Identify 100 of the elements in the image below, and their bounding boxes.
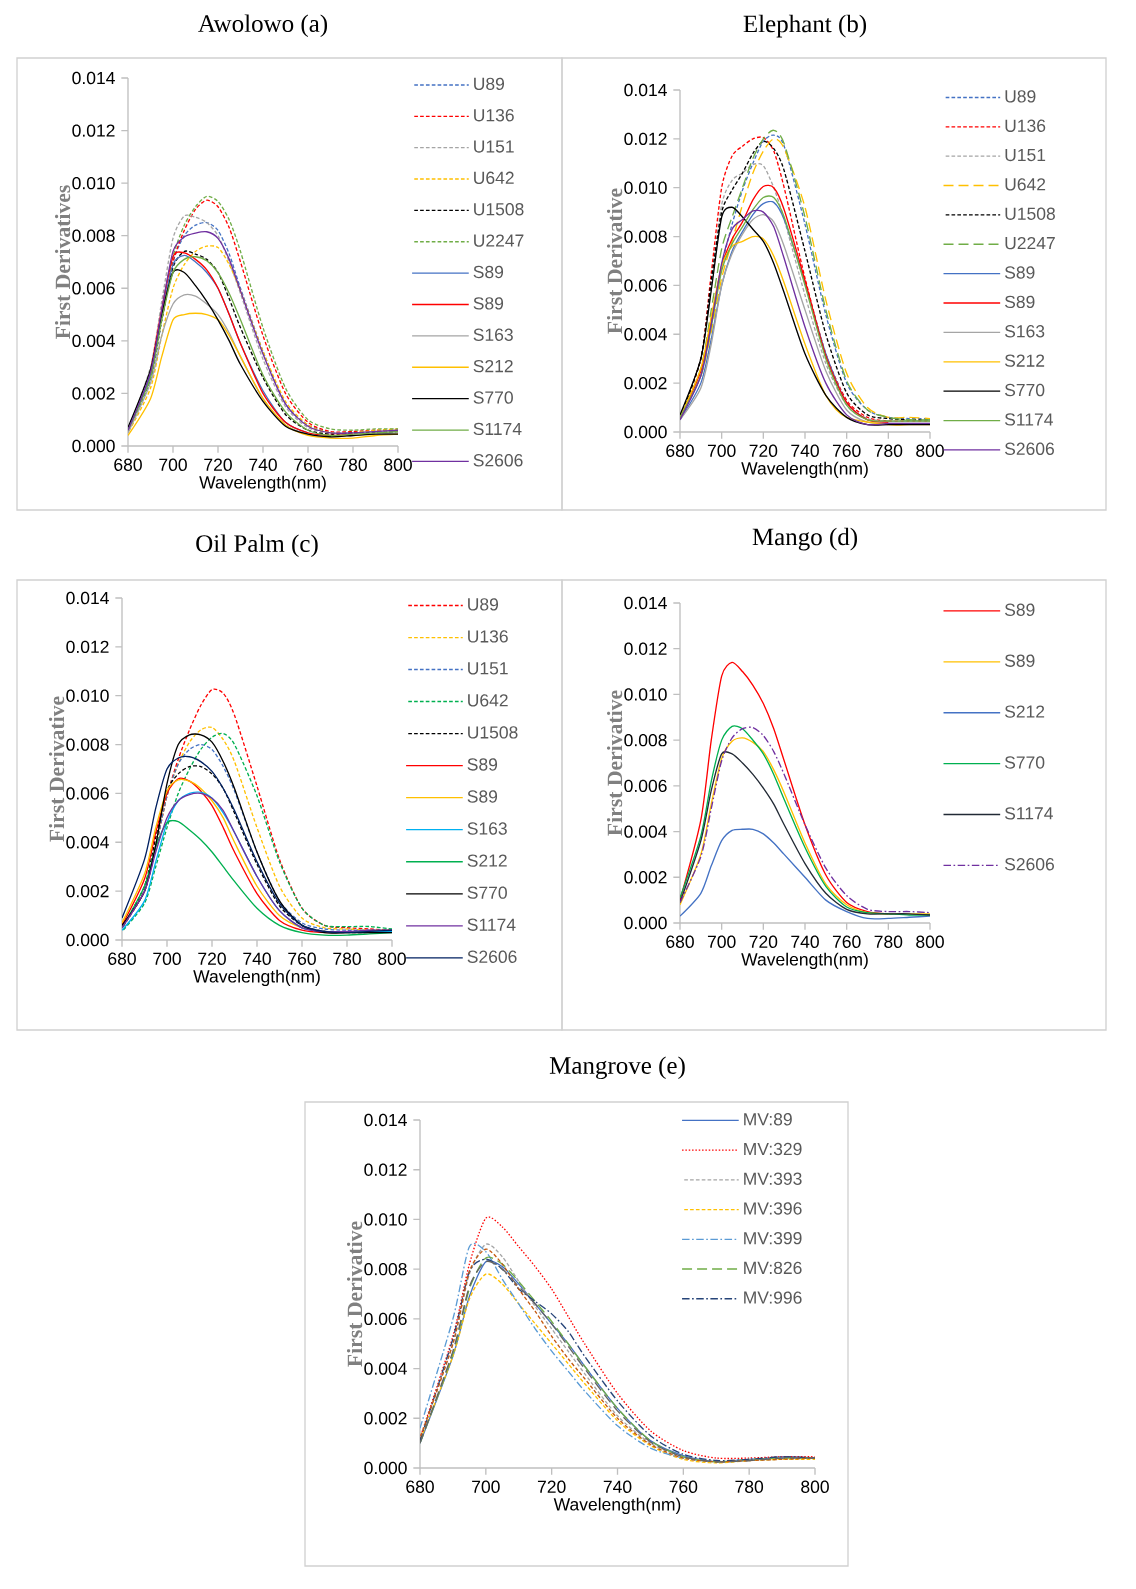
- x-tick-label: 780: [333, 952, 361, 965]
- legend-label: U2247: [1005, 236, 1055, 250]
- legend-label: MV:396: [744, 1202, 802, 1215]
- legend-label: S163: [473, 328, 513, 341]
- x-tick-label: 780: [874, 935, 903, 948]
- y-tick-label: 0.012: [72, 124, 115, 137]
- y-tick-label: 0.004: [624, 328, 667, 341]
- x-tick-label: 720: [749, 935, 778, 948]
- y-tick-label: 0.000: [624, 916, 667, 930]
- legend-label: MV:996: [744, 1291, 802, 1304]
- legend-label: U642: [1005, 178, 1046, 191]
- legend-label: S212: [1004, 354, 1045, 367]
- x-tick-label: 720: [198, 952, 226, 965]
- legend-label: U136: [468, 630, 508, 643]
- x-tick-label: 720: [204, 458, 232, 471]
- legend-label: S89: [1004, 654, 1035, 667]
- y-tick-label: 0.008: [66, 738, 109, 751]
- x-tick-label: 700: [472, 1480, 500, 1493]
- legend-label: MV:399: [744, 1231, 802, 1245]
- x-axis-title: Wavelength(nm): [741, 952, 868, 970]
- x-tick-label: 740: [249, 458, 277, 471]
- y-tick-label: 0.006: [624, 279, 667, 292]
- legend-label: U136: [1005, 119, 1046, 132]
- legend-label: U151: [468, 662, 508, 675]
- y-tick-label: 0.000: [364, 1461, 407, 1475]
- legend-label: U1508: [1005, 207, 1055, 220]
- legend-label: S89: [467, 758, 498, 771]
- x-axis-title: Wavelength(nm): [553, 1497, 681, 1515]
- x-axis-title: Wavelength(nm): [193, 969, 320, 987]
- legend-label: S1174: [1004, 807, 1053, 820]
- y-tick-label: 0.014: [624, 596, 667, 610]
- x-tick-label: 740: [243, 952, 271, 965]
- legend-label: U1508: [474, 203, 524, 216]
- y-axis-title: First Derivatives: [54, 185, 71, 339]
- legend-label: S212: [473, 359, 513, 373]
- legend-label: S770: [467, 886, 507, 899]
- legend-label: U89: [468, 598, 499, 611]
- chart-title: Mango (d): [752, 527, 857, 551]
- legend-label: S89: [473, 265, 504, 279]
- legend-label: MV:826: [744, 1261, 802, 1275]
- x-tick-label: 780: [735, 1480, 764, 1493]
- legend-label: U89: [1005, 90, 1036, 103]
- legend-label: S770: [1004, 756, 1045, 769]
- x-tick-label: 740: [603, 1480, 632, 1493]
- y-tick-label: 0.002: [624, 871, 667, 884]
- y-tick-label: 0.002: [66, 884, 109, 898]
- legend-label: U136: [474, 109, 514, 122]
- y-axis-title: First Derivative: [48, 696, 65, 842]
- y-tick-label: 0.010: [72, 176, 115, 190]
- y-tick-label: 0.010: [624, 181, 667, 194]
- y-tick-label: 0.006: [66, 787, 109, 800]
- legend-label: U642: [474, 171, 514, 185]
- legend-label: S1174: [467, 918, 516, 931]
- legend-label: S770: [1004, 383, 1045, 397]
- x-tick-label: 700: [707, 935, 736, 948]
- legend-label: S212: [467, 854, 507, 867]
- legend-label: S2606: [473, 454, 523, 467]
- y-tick-label: 0.004: [624, 825, 667, 838]
- y-tick-label: 0.008: [72, 229, 115, 242]
- y-tick-label: 0.004: [66, 836, 109, 849]
- x-axis-title: Wavelength(nm): [199, 475, 326, 493]
- x-tick-label: 800: [378, 952, 406, 965]
- y-tick-label: 0.012: [364, 1163, 407, 1176]
- y-tick-label: 0.008: [624, 230, 667, 243]
- x-tick-label: 720: [537, 1480, 566, 1493]
- y-tick-label: 0.012: [624, 642, 667, 655]
- legend-label: S1174: [473, 422, 522, 436]
- legend-label: U1508: [468, 726, 518, 739]
- x-tick-label: 740: [791, 935, 819, 948]
- y-tick-label: 0.004: [364, 1362, 407, 1375]
- legend-label: U151: [474, 140, 514, 153]
- y-tick-label: 0.002: [364, 1412, 407, 1425]
- legend-label: S89: [467, 790, 498, 803]
- y-tick-label: 0.014: [66, 591, 109, 605]
- legend-label: MV:89: [744, 1113, 792, 1126]
- y-tick-label: 0.002: [72, 387, 115, 400]
- x-tick-label: 760: [832, 935, 861, 948]
- x-axis-title: Wavelength(nm): [741, 461, 868, 479]
- chart-title: Awolowo (a): [198, 14, 328, 38]
- legend-label: S89: [1004, 266, 1035, 279]
- y-tick-label: 0.006: [364, 1312, 407, 1326]
- x-tick-label: 780: [339, 458, 367, 471]
- legend-label: MV:329: [744, 1142, 802, 1156]
- chart-title: Elephant (b): [743, 14, 867, 38]
- y-tick-label: 0.004: [72, 334, 115, 348]
- legend-label: S2606: [1004, 442, 1054, 455]
- x-tick-label: 680: [666, 444, 694, 457]
- x-tick-label: 760: [832, 444, 861, 457]
- y-tick-label: 0.014: [624, 83, 667, 97]
- x-tick-label: 760: [288, 952, 316, 965]
- x-tick-label: 760: [669, 1480, 698, 1493]
- y-axis-title: First Derivative: [606, 690, 623, 836]
- y-axis-title: First Derivative: [346, 1221, 363, 1367]
- y-tick-label: 0.006: [624, 779, 667, 793]
- x-tick-label: 740: [791, 444, 819, 457]
- chart-title: Oil Palm (c): [196, 534, 318, 558]
- x-tick-label: 700: [707, 444, 736, 457]
- y-axis-title: First Derivative: [606, 188, 623, 334]
- y-tick-label: 0.008: [624, 733, 667, 747]
- legend-label: U2247: [474, 234, 524, 247]
